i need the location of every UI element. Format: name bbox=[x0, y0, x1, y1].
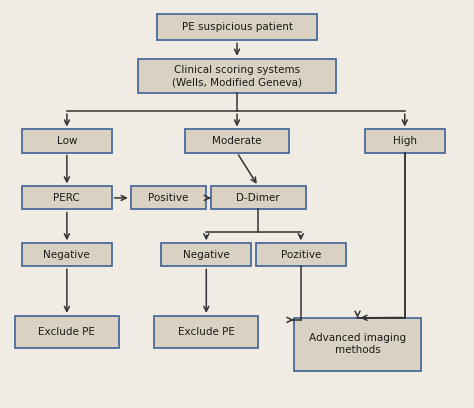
FancyBboxPatch shape bbox=[156, 14, 318, 40]
FancyBboxPatch shape bbox=[15, 316, 119, 348]
Text: Pozitive: Pozitive bbox=[281, 250, 321, 260]
Text: Clinical scoring systems
(Wells, Modified Geneva): Clinical scoring systems (Wells, Modifie… bbox=[172, 65, 302, 87]
FancyBboxPatch shape bbox=[256, 243, 346, 266]
Text: Moderate: Moderate bbox=[212, 136, 262, 146]
FancyBboxPatch shape bbox=[211, 186, 306, 209]
Text: D-Dimer: D-Dimer bbox=[237, 193, 280, 203]
Text: PE suspicious patient: PE suspicious patient bbox=[182, 22, 292, 32]
Text: High: High bbox=[393, 136, 417, 146]
FancyBboxPatch shape bbox=[155, 316, 258, 348]
FancyBboxPatch shape bbox=[365, 129, 445, 153]
FancyBboxPatch shape bbox=[22, 243, 112, 266]
FancyBboxPatch shape bbox=[138, 59, 336, 93]
Text: Low: Low bbox=[56, 136, 77, 146]
Text: Negative: Negative bbox=[44, 250, 90, 260]
Text: Exclude PE: Exclude PE bbox=[178, 327, 235, 337]
Text: Advanced imaging
methods: Advanced imaging methods bbox=[309, 333, 406, 355]
Text: Exclude PE: Exclude PE bbox=[38, 327, 95, 337]
FancyBboxPatch shape bbox=[185, 129, 289, 153]
FancyBboxPatch shape bbox=[294, 318, 421, 371]
Text: Negative: Negative bbox=[183, 250, 230, 260]
FancyBboxPatch shape bbox=[161, 243, 251, 266]
Text: PERC: PERC bbox=[54, 193, 80, 203]
Text: Positive: Positive bbox=[148, 193, 189, 203]
FancyBboxPatch shape bbox=[22, 186, 112, 209]
FancyBboxPatch shape bbox=[22, 129, 112, 153]
FancyBboxPatch shape bbox=[131, 186, 206, 209]
